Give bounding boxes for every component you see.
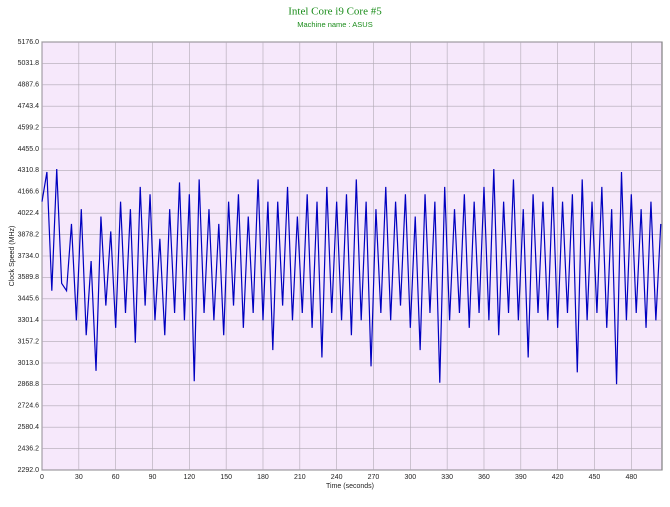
x-axis-label: Time (seconds) <box>326 483 374 490</box>
x-tick-label: 90 <box>149 474 157 481</box>
y-tick-label: 3734.0 <box>18 253 40 260</box>
x-tick-label: 450 <box>589 474 601 481</box>
x-tick-label: 0 <box>40 474 44 481</box>
y-tick-label: 4887.6 <box>18 82 40 89</box>
x-tick-label: 150 <box>220 474 232 481</box>
y-tick-label: 2868.8 <box>18 381 40 388</box>
y-tick-label: 2724.6 <box>18 403 40 410</box>
x-tick-label: 30 <box>75 474 83 481</box>
x-tick-label: 240 <box>331 474 343 481</box>
y-tick-label: 2292.0 <box>18 467 40 474</box>
y-tick-label: 4022.4 <box>18 210 40 217</box>
y-tick-label: 4743.4 <box>18 103 40 110</box>
x-tick-label: 420 <box>552 474 564 481</box>
x-tick-label: 180 <box>257 474 269 481</box>
x-tick-label: 60 <box>112 474 120 481</box>
y-tick-label: 4166.6 <box>18 189 40 196</box>
y-tick-label: 3589.8 <box>18 274 40 281</box>
x-tick-label: 330 <box>441 474 453 481</box>
data-line <box>41 169 662 385</box>
x-tick-label: 360 <box>478 474 490 481</box>
y-tick-label: 2580.4 <box>18 424 40 431</box>
x-tick-label: 210 <box>294 474 306 481</box>
x-tick-label: 270 <box>368 474 380 481</box>
y-axis-label: Clock Speed (MHz) <box>9 226 16 287</box>
y-tick-label: 5031.8 <box>18 60 40 67</box>
chart-subtitle: Machine name : ASUS <box>297 20 372 29</box>
y-tick-label: 4599.2 <box>18 124 40 131</box>
x-tick-label: 390 <box>515 474 527 481</box>
y-tick-label: 4310.8 <box>18 167 40 174</box>
y-tick-label: 3157.2 <box>18 338 40 345</box>
y-tick-label: 3013.0 <box>18 360 40 367</box>
chart-title: Intel Core i9 Core #5 <box>288 6 382 18</box>
y-tick-label: 3878.2 <box>18 231 40 238</box>
y-tick-label: 5176.0 <box>18 39 40 46</box>
x-tick-label: 480 <box>625 474 637 481</box>
x-tick-label: 120 <box>183 474 195 481</box>
x-tick-label: 300 <box>404 474 416 481</box>
y-tick-label: 2436.2 <box>18 445 40 452</box>
y-tick-label: 3301.4 <box>18 317 40 324</box>
y-tick-label: 4455.0 <box>18 146 40 153</box>
y-tick-label: 3445.6 <box>18 296 40 303</box>
